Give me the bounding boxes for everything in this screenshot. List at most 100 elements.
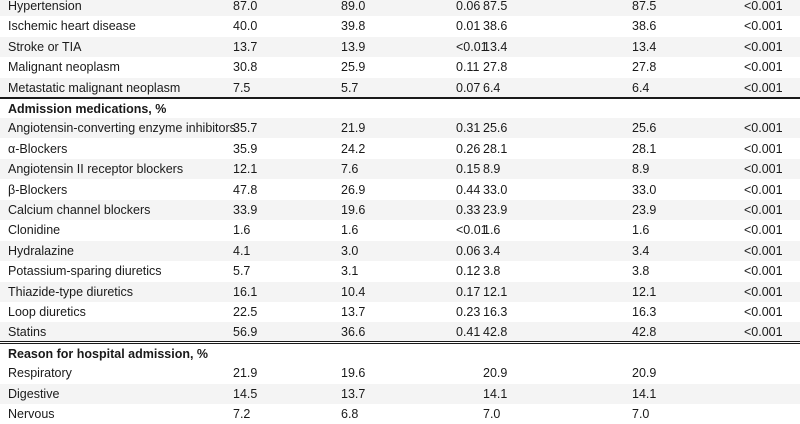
standardized-difference-cell: 0.33 bbox=[456, 203, 481, 217]
section-label: Reason for hospital admission, % bbox=[8, 347, 209, 361]
p-value-cell: <0.001 bbox=[744, 0, 783, 13]
weighted-group-2-value-cell: 16.3 bbox=[632, 305, 657, 319]
standardized-difference-cell: 0.06 bbox=[456, 244, 481, 258]
p-value-cell: <0.001 bbox=[744, 162, 783, 176]
table-row: Thiazide-type diuretics 16.1 10.4 0.17 12.1 1… bbox=[0, 282, 800, 302]
table-row: Digestive 14.5 13.7 14.1 14.1 bbox=[0, 384, 800, 404]
row-label: Hydralazine bbox=[8, 244, 75, 258]
group-2-value-cell: 3.1 bbox=[341, 264, 359, 278]
weighted-group-1-value-cell: 25.6 bbox=[483, 121, 508, 135]
group-2-value-cell: 13.7 bbox=[341, 387, 366, 401]
row-label: Malignant neoplasm bbox=[8, 60, 120, 74]
group-2-value-cell: 24.2 bbox=[341, 142, 366, 156]
p-value-cell: <0.001 bbox=[744, 305, 783, 319]
standardized-difference-cell: 0.41 bbox=[456, 325, 481, 339]
weighted-group-1-value-cell: 28.1 bbox=[483, 142, 508, 156]
row-label: α-Blockers bbox=[8, 142, 68, 156]
table-row: Hypertension 87.0 89.0 0.06 87.5 87.5 <0.001 bbox=[0, 0, 800, 16]
row-label: Potassium-sparing diuretics bbox=[8, 264, 162, 278]
row-label: Ischemic heart disease bbox=[8, 19, 136, 33]
weighted-group-2-value-cell: 33.0 bbox=[632, 183, 657, 197]
table-row: Calcium channel blockers 33.9 19.6 0.33 23.9… bbox=[0, 200, 800, 220]
group-1-value-cell: 40.0 bbox=[233, 19, 258, 33]
standardized-difference-cell: 0.01 bbox=[456, 19, 481, 33]
standardized-difference-cell: 0.06 bbox=[456, 0, 481, 13]
p-value-cell: <0.001 bbox=[744, 223, 783, 237]
standardized-difference-cell: 0.44 bbox=[456, 183, 481, 197]
standardized-difference-cell: 0.07 bbox=[456, 81, 481, 95]
weighted-group-1-value-cell: 7.0 bbox=[483, 407, 501, 421]
group-2-value-cell: 39.8 bbox=[341, 19, 366, 33]
group-1-value-cell: 56.9 bbox=[233, 325, 258, 339]
group-1-value-cell: 13.7 bbox=[233, 40, 258, 54]
weighted-group-2-value-cell: 8.9 bbox=[632, 162, 650, 176]
table-row: Ischemic heart disease 40.0 39.8 0.01 38.6 38… bbox=[0, 16, 800, 36]
weighted-group-1-value-cell: 14.1 bbox=[483, 387, 508, 401]
weighted-group-1-value-cell: 8.9 bbox=[483, 162, 501, 176]
group-2-value-cell: 25.9 bbox=[341, 60, 366, 74]
table-row: Angiotensin-converting enzyme inhibitors… bbox=[0, 118, 800, 138]
weighted-group-2-value-cell: 1.6 bbox=[632, 223, 650, 237]
weighted-group-1-value-cell: 6.4 bbox=[483, 81, 501, 95]
weighted-group-1-value-cell: 3.4 bbox=[483, 244, 501, 258]
p-value-cell: <0.001 bbox=[744, 19, 783, 33]
weighted-group-2-value-cell: 20.9 bbox=[632, 366, 657, 380]
weighted-group-2-value-cell: 38.6 bbox=[632, 19, 657, 33]
section-label: Admission medications, % bbox=[8, 102, 167, 116]
p-value-cell: <0.001 bbox=[744, 81, 783, 95]
group-2-value-cell: 89.0 bbox=[341, 0, 366, 13]
weighted-group-1-value-cell: 13.4 bbox=[483, 40, 508, 54]
group-2-value-cell: 6.8 bbox=[341, 407, 359, 421]
row-label: Thiazide-type diuretics bbox=[8, 285, 134, 299]
p-value-cell: <0.001 bbox=[744, 264, 783, 278]
weighted-group-2-value-cell: 13.4 bbox=[632, 40, 657, 54]
standardized-difference-cell: 0.17 bbox=[456, 285, 481, 299]
group-1-value-cell: 1.6 bbox=[233, 223, 251, 237]
weighted-group-1-value-cell: 12.1 bbox=[483, 285, 508, 299]
group-1-value-cell: 5.7 bbox=[233, 264, 251, 278]
table-row: Metastatic malignant neoplasm 7.5 5.7 0.07 6… bbox=[0, 78, 800, 98]
group-2-value-cell: 7.6 bbox=[341, 162, 359, 176]
group-1-value-cell: 7.5 bbox=[233, 81, 251, 95]
group-2-value-cell: 13.9 bbox=[341, 40, 366, 54]
weighted-group-2-value-cell: 3.4 bbox=[632, 244, 650, 258]
group-1-value-cell: 21.9 bbox=[233, 366, 258, 380]
group-1-value-cell: 33.9 bbox=[233, 203, 258, 217]
group-2-value-cell: 13.7 bbox=[341, 305, 366, 319]
group-2-value-cell: 21.9 bbox=[341, 121, 366, 135]
weighted-group-1-value-cell: 1.6 bbox=[483, 223, 501, 237]
standardized-difference-cell: 0.23 bbox=[456, 305, 481, 319]
table-row: Angiotensin II receptor blockers 12.1 7.6 0… bbox=[0, 159, 800, 179]
weighted-group-2-value-cell: 23.9 bbox=[632, 203, 657, 217]
row-label: Clonidine bbox=[8, 223, 61, 237]
p-value-cell: <0.001 bbox=[744, 142, 783, 156]
p-value-cell: <0.001 bbox=[744, 285, 783, 299]
table-row: Stroke or TIA 13.7 13.9 <0.01 13.4 13.4 <0.001 bbox=[0, 37, 800, 57]
standardized-difference-cell: 0.12 bbox=[456, 264, 481, 278]
group-1-value-cell: 47.8 bbox=[233, 183, 258, 197]
table-row: Hydralazine 4.1 3.0 0.06 3.4 3.4 <0.001 bbox=[0, 241, 800, 261]
group-2-value-cell: 36.6 bbox=[341, 325, 366, 339]
group-1-value-cell: 4.1 bbox=[233, 244, 251, 258]
p-value-cell: <0.001 bbox=[744, 183, 783, 197]
standardized-difference-cell: 0.31 bbox=[456, 121, 481, 135]
row-label: β-Blockers bbox=[8, 183, 68, 197]
standardized-difference-cell: 0.15 bbox=[456, 162, 481, 176]
table-row: Respiratory 21.9 19.6 20.9 20.9 bbox=[0, 363, 800, 383]
weighted-group-2-value-cell: 42.8 bbox=[632, 325, 657, 339]
weighted-group-1-value-cell: 33.0 bbox=[483, 183, 508, 197]
row-label: Angiotensin II receptor blockers bbox=[8, 162, 184, 176]
standardized-difference-cell: 0.11 bbox=[456, 60, 480, 74]
group-1-value-cell: 22.5 bbox=[233, 305, 258, 319]
weighted-group-1-value-cell: 16.3 bbox=[483, 305, 508, 319]
row-label: Hypertension bbox=[8, 0, 82, 13]
weighted-group-1-value-cell: 87.5 bbox=[483, 0, 508, 13]
weighted-group-1-value-cell: 20.9 bbox=[483, 366, 508, 380]
row-label: Loop diuretics bbox=[8, 305, 86, 319]
p-value-cell: <0.001 bbox=[744, 244, 783, 258]
weighted-group-2-value-cell: 6.4 bbox=[632, 81, 650, 95]
p-value-cell: <0.001 bbox=[744, 121, 783, 135]
weighted-group-1-value-cell: 42.8 bbox=[483, 325, 508, 339]
weighted-group-1-value-cell: 38.6 bbox=[483, 19, 508, 33]
